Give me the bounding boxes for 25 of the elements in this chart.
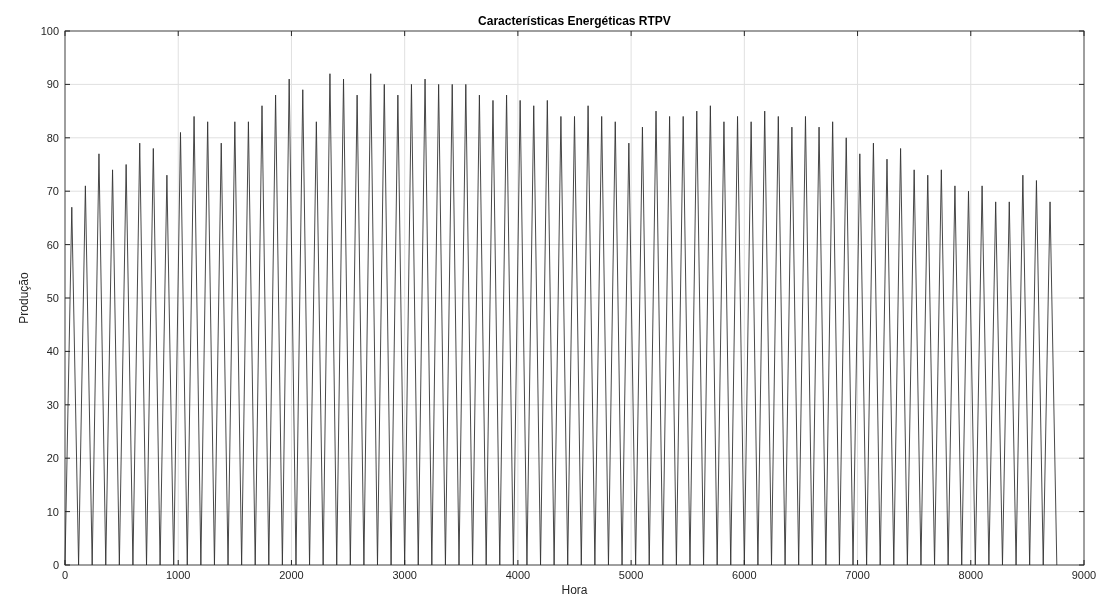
- x-axis-title: Hora: [561, 583, 588, 597]
- chart-title: Características Energéticas RTPV: [478, 14, 671, 28]
- line-series: [64, 73, 1058, 566]
- y-tick-label: 70: [46, 185, 59, 198]
- x-tick-label: 4000: [505, 569, 531, 581]
- x-tick-label: 7000: [845, 569, 870, 581]
- x-tick-label: 5000: [618, 569, 644, 581]
- y-axis-title: Produção: [17, 271, 31, 324]
- x-tick-label: 3000: [392, 569, 417, 581]
- x-tick-label: 1000: [165, 569, 191, 581]
- y-tick-label: 40: [46, 345, 59, 358]
- y-tick-label: 10: [46, 505, 59, 518]
- y-tick-label: 0: [52, 559, 59, 571]
- y-tick-label: 20: [46, 452, 59, 465]
- y-tick-label: 90: [46, 78, 59, 91]
- y-tick-label: 100: [40, 25, 59, 37]
- y-tick-label: 60: [46, 238, 59, 251]
- y-tick-label: 50: [46, 292, 59, 304]
- y-tick-label: 30: [46, 398, 59, 411]
- x-tick-label: 8000: [958, 569, 984, 581]
- y-tick-label: 80: [46, 131, 59, 144]
- x-tick-label: 9000: [1071, 569, 1097, 581]
- x-tick-label: 2000: [279, 569, 304, 581]
- x-tick-label: 0: [61, 569, 69, 581]
- x-tick-label: 6000: [732, 569, 757, 581]
